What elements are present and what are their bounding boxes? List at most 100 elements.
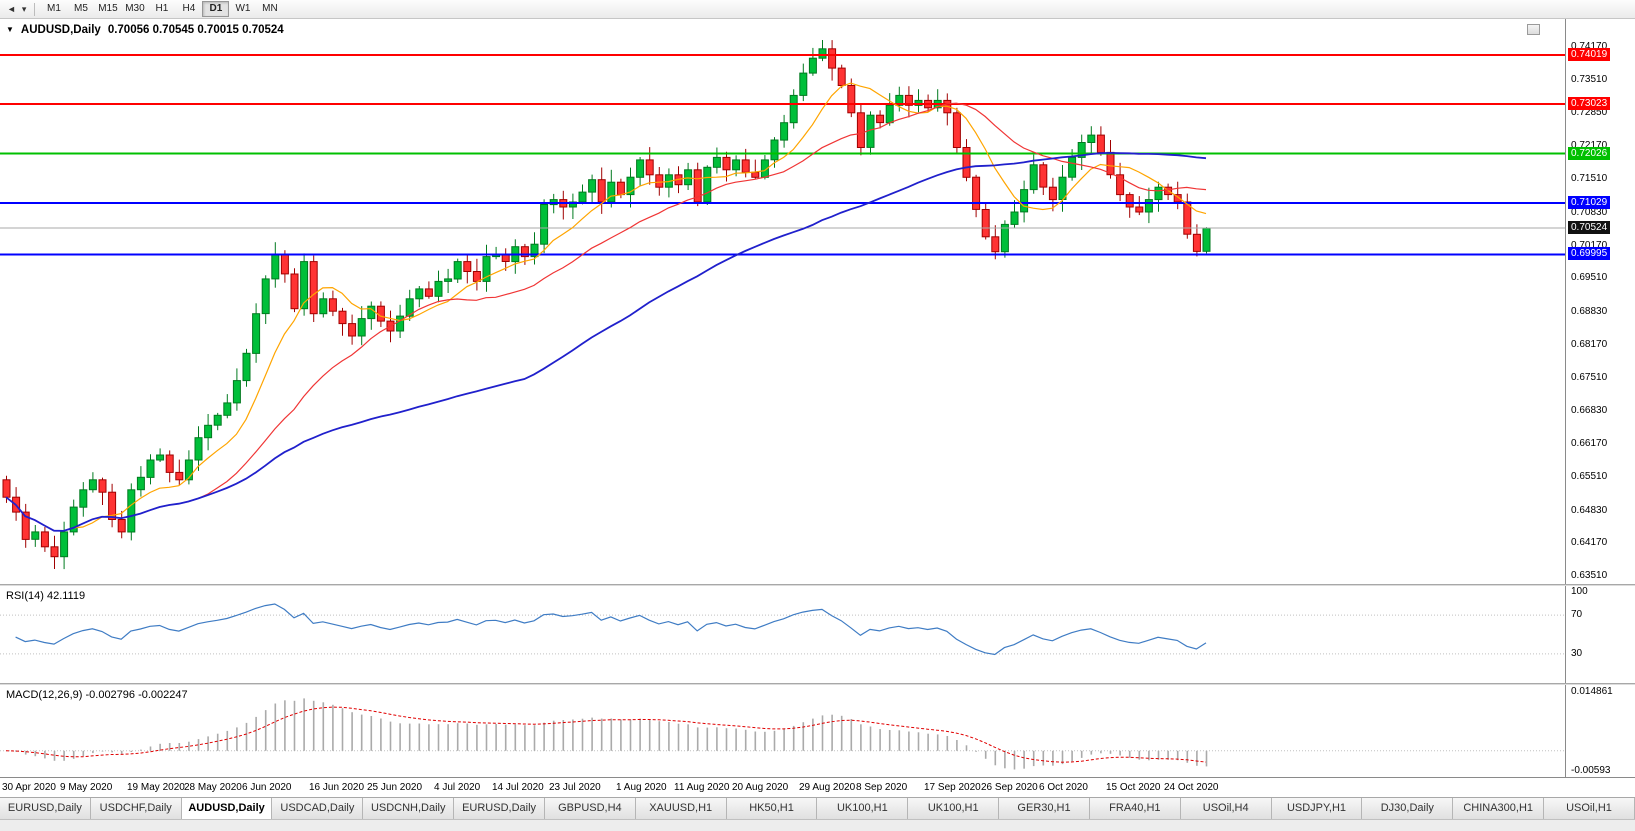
chart-tab-usdcnh-daily[interactable]: USDCNH,Daily xyxy=(363,798,455,819)
time-axis-label: 6 Jun 2020 xyxy=(242,782,292,793)
time-axis-label: 28 May 2020 xyxy=(184,782,242,793)
chart-tab-fra40-h1[interactable]: FRA40,H1 xyxy=(1089,798,1181,819)
timeframe-button-m1[interactable]: M1 xyxy=(40,1,67,17)
symbol-timeframe-label: AUDUSD,Daily xyxy=(20,24,101,36)
timeframe-button-h1[interactable]: H1 xyxy=(148,1,175,17)
rsi-name: RSI(14) xyxy=(6,590,44,602)
chart-tab-audusd-daily[interactable]: AUDUSD,Daily xyxy=(181,798,273,819)
price-axis-tick: 0.72850 xyxy=(1571,107,1608,118)
toolbar-separator xyxy=(34,2,36,16)
macd-axis-min: -0.00593 xyxy=(1571,765,1611,776)
chart-tab-usoil-h1[interactable]: USOil,H1 xyxy=(1544,798,1635,819)
time-axis-label: 30 Apr 2020 xyxy=(2,782,56,793)
time-axis-label: 29 Aug 2020 xyxy=(799,782,856,793)
current-price-label: 0.70524 xyxy=(1568,221,1611,234)
price-pane[interactable]: ▼ AUDUSD,Daily 0.70056 0.70545 0.70015 0… xyxy=(0,19,1635,584)
ohlc-values: 0.70056 0.70545 0.70015 0.70524 xyxy=(107,24,284,36)
price-axis-tick: 0.63510 xyxy=(1571,570,1608,581)
rsi-axis-tick: 100 xyxy=(1571,586,1588,597)
hline-price-label[interactable]: 0.72026 xyxy=(1568,147,1611,160)
hline-price-label[interactable]: 0.73023 xyxy=(1568,97,1611,110)
chart-tab-hk50-h1[interactable]: HK50,H1 xyxy=(726,798,818,819)
price-axis-tick: 0.66830 xyxy=(1571,405,1608,416)
chart-tab-usdchf-daily[interactable]: USDCHF,Daily xyxy=(90,798,182,819)
status-bar xyxy=(0,819,1635,831)
time-axis-label: 8 Sep 2020 xyxy=(856,782,908,793)
timeframe-button-group: M1 M5 M15 M30 H1 H4 D1 W1 MN xyxy=(40,1,283,17)
chart-tab-usoil-h4[interactable]: USOil,H4 xyxy=(1180,798,1272,819)
chart-tab-uk100-h1[interactable]: UK100,H1 xyxy=(817,798,909,819)
price-axis-tick: 0.68830 xyxy=(1571,306,1608,317)
toolbar-back-icon[interactable]: ◄ xyxy=(7,3,16,14)
price-axis-tick: 0.68170 xyxy=(1571,339,1608,350)
time-axis-label: 25 Jun 2020 xyxy=(367,782,423,793)
chart-tab-eurusd-daily[interactable]: EURUSD,Daily xyxy=(0,798,91,819)
rsi-axis-tick: 30 xyxy=(1571,648,1583,659)
timeframe-button-m15[interactable]: M15 xyxy=(94,1,121,17)
macd-values: -0.002796 -0.002247 xyxy=(85,689,188,701)
time-axis-label: 15 Oct 2020 xyxy=(1106,782,1161,793)
hline-price-label[interactable]: 0.69995 xyxy=(1568,247,1611,260)
price-chart-canvas[interactable] xyxy=(0,19,1565,584)
price-axis-tick: 0.73510 xyxy=(1571,74,1608,85)
time-axis-label: 24 Oct 2020 xyxy=(1164,782,1219,793)
chart-tab-gbpusd-h4[interactable]: GBPUSD,H4 xyxy=(544,798,636,819)
chart-tab-uk100-h1[interactable]: UK100,H1 xyxy=(908,798,1000,819)
macd-pane[interactable]: MACD(12,26,9) -0.002796 -0.002247 0.0148… xyxy=(0,685,1635,777)
price-axis-tick: 0.67510 xyxy=(1571,372,1608,383)
time-axis-label: 9 May 2020 xyxy=(60,782,113,793)
macd-chart-canvas[interactable] xyxy=(0,685,1565,777)
timeframe-button-w1[interactable]: W1 xyxy=(229,1,256,17)
price-axis-tick: 0.64830 xyxy=(1571,505,1608,516)
timeframe-button-mn[interactable]: MN xyxy=(256,1,283,17)
time-axis-label: 11 Aug 2020 xyxy=(674,782,730,793)
time-axis-label: 20 Aug 2020 xyxy=(732,782,789,793)
rsi-axis-tick: 70 xyxy=(1571,609,1583,620)
rsi-axis: 100 70 30 xyxy=(1565,586,1635,683)
price-axis: 0.74170 0.73510 0.72850 0.72170 0.71510 0.708… xyxy=(1565,19,1635,584)
price-axis-tick: 0.69510 xyxy=(1571,272,1608,283)
chart-tabs-bar: EURUSD,Daily USDCHF,Daily AUDUSD,Daily USDC… xyxy=(0,797,1635,819)
timeframe-button-h4[interactable]: H4 xyxy=(175,1,202,17)
time-axis-label: 19 May 2020 xyxy=(127,782,185,793)
rsi-label: RSI(14) 42.1119 xyxy=(6,590,85,602)
chart-title: ▼ AUDUSD,Daily 0.70056 0.70545 0.70015 0… xyxy=(6,24,284,36)
macd-axis-max: 0.014861 xyxy=(1571,686,1613,697)
macd-name: MACD(12,26,9) xyxy=(6,689,83,701)
rsi-chart-canvas[interactable] xyxy=(0,586,1565,683)
time-axis-label: 4 Jul 2020 xyxy=(434,782,481,793)
chart-expand-button[interactable] xyxy=(1527,24,1540,35)
timeframe-button-m5[interactable]: M5 xyxy=(67,1,94,17)
chart-tab-xauusd-h1[interactable]: XAUUSD,H1 xyxy=(635,798,727,819)
timeframe-toolbar: ◄ ▾ M1 M5 M15 M30 H1 H4 D1 W1 MN xyxy=(0,0,1635,19)
rsi-pane[interactable]: RSI(14) 42.1119 100 70 30 xyxy=(0,586,1635,683)
price-axis-tick: 0.70830 xyxy=(1571,207,1608,218)
price-axis-tick: 0.71510 xyxy=(1571,173,1608,184)
time-axis-label: 26 Sep 2020 xyxy=(981,782,1038,793)
macd-axis: 0.014861 -0.00593 xyxy=(1565,685,1635,777)
chart-tab-dj30-daily[interactable]: DJ30,Daily xyxy=(1362,798,1454,819)
rsi-value: 42.1119 xyxy=(46,590,86,602)
symbol-dropdown-icon[interactable]: ▼ xyxy=(6,25,14,34)
time-axis-label: 23 Jul 2020 xyxy=(549,782,601,793)
chart-tab-usdcad-daily[interactable]: USDCAD,Daily xyxy=(272,798,364,819)
chart-tab-china300-h1[interactable]: CHINA300,H1 xyxy=(1453,798,1545,819)
chart-tab-ger30-h1[interactable]: GER30,H1 xyxy=(999,798,1090,819)
timeframe-button-m30[interactable]: M30 xyxy=(121,1,148,17)
toolbar-menu-icon[interactable]: ▾ xyxy=(21,3,27,14)
price-axis-tick: 0.70170 xyxy=(1571,240,1608,251)
time-axis-label: 16 Jun 2020 xyxy=(309,782,365,793)
panel-splitter-macd[interactable] xyxy=(0,683,1635,685)
macd-label: MACD(12,26,9) -0.002796 -0.002247 xyxy=(6,689,188,701)
hline-price-label[interactable]: 0.74019 xyxy=(1568,48,1611,61)
time-axis-label: 6 Oct 2020 xyxy=(1039,782,1088,793)
time-axis: 30 Apr 2020 9 May 2020 19 May 2020 28 May 2… xyxy=(0,777,1635,797)
timeframe-button-d1[interactable]: D1 xyxy=(202,1,230,17)
hline-price-label[interactable]: 0.71029 xyxy=(1568,196,1611,209)
chart-tab-eurusd-daily[interactable]: EURUSD,Daily xyxy=(454,798,545,819)
price-axis-tick: 0.66170 xyxy=(1571,438,1608,449)
panel-splitter-rsi[interactable] xyxy=(0,584,1635,586)
price-axis-tick: 0.72170 xyxy=(1571,140,1608,151)
chart-tab-usdjpy-h1[interactable]: USDJPY,H1 xyxy=(1271,798,1363,819)
